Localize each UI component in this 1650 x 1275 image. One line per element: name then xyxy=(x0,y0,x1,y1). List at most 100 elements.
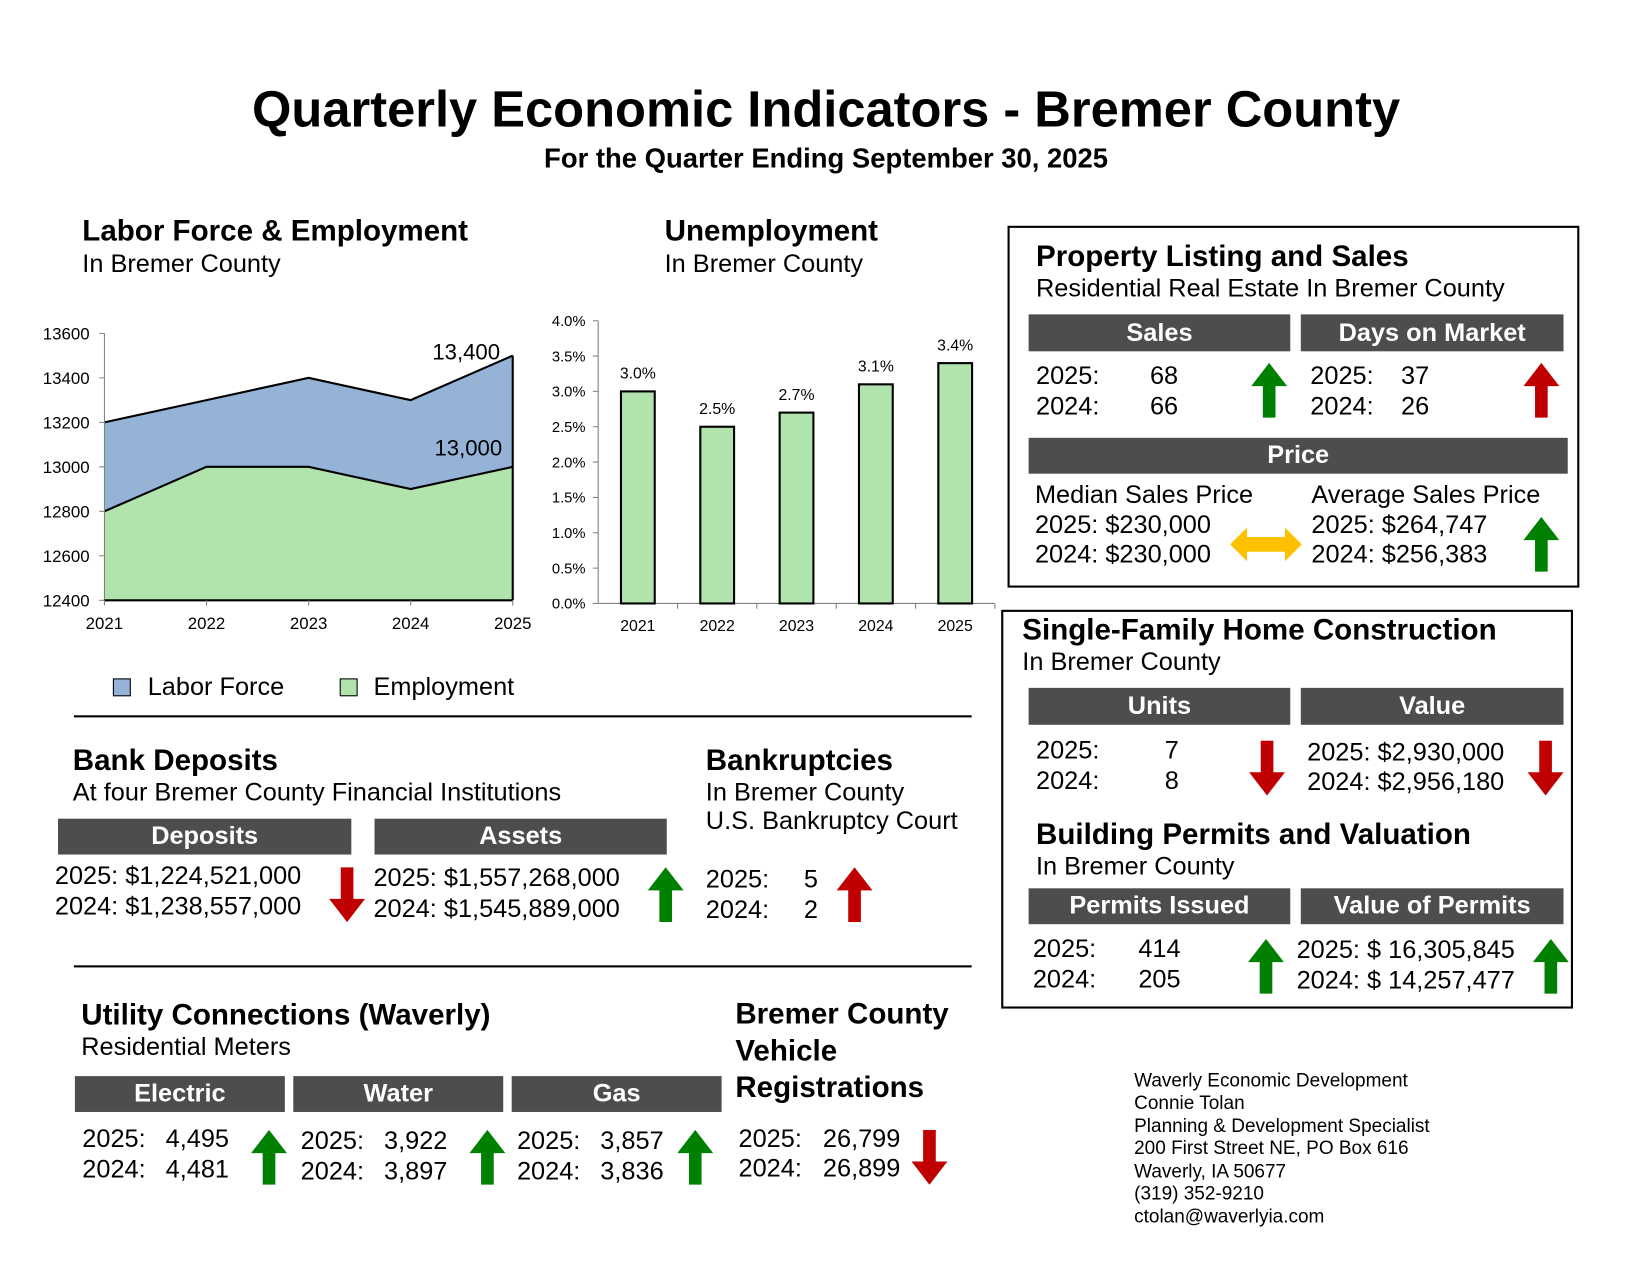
arrow-up-icon xyxy=(836,867,873,927)
utility-subtitle: Residential Meters xyxy=(81,1032,291,1062)
permits-2025: 414 xyxy=(1138,934,1181,964)
average-price-label: Average Sales Price xyxy=(1311,481,1541,510)
bar-2021 xyxy=(619,390,656,605)
y-tick-label: 4.0% xyxy=(552,314,586,330)
arrow-up-icon xyxy=(1523,362,1560,423)
arrow-up-icon xyxy=(677,1129,714,1190)
contact-org: Waverly Economic Development xyxy=(1134,1069,1408,1091)
average-price-2024: 2024: $256,383 xyxy=(1311,540,1488,569)
permit-value-2025: 2025: $ 16,305,845 xyxy=(1296,935,1515,965)
year-label: 2024: xyxy=(1032,965,1097,994)
x-tick-label: 2025 xyxy=(938,618,973,635)
sales-header: Sales xyxy=(1028,314,1291,352)
water-2025: 3,922 xyxy=(384,1126,448,1156)
bar-2024 xyxy=(857,383,894,605)
assets-2024: 2024: $1,545,889,000 xyxy=(373,894,620,924)
bankruptcies-court: U.S. Bankruptcy Court xyxy=(705,807,958,836)
x-tick-label: 2023 xyxy=(290,614,328,633)
property-title: Property Listing and Sales xyxy=(1036,239,1409,273)
year-label: 2025: xyxy=(1036,736,1100,765)
arrow-down-icon xyxy=(911,1129,948,1190)
arrow-down-icon xyxy=(1527,740,1564,801)
year-label: 2024: xyxy=(82,1155,146,1184)
vehicle-2025: 26,799 xyxy=(822,1124,901,1154)
bank-subtitle: At four Bremer County Financial Institut… xyxy=(72,778,562,808)
unemployment-subtitle: In Bremer County xyxy=(664,250,864,279)
vehicle-title: Vehicle xyxy=(735,1033,838,1067)
sales-2024: 66 xyxy=(1149,392,1179,421)
vehicle-title: Bremer County xyxy=(735,996,949,1030)
year-label: 2025: xyxy=(705,865,770,894)
year-label: 2024: xyxy=(1036,392,1100,421)
labor-area-chart: 12400 12600 12800 13000 13200 13400 13600 2021 2… xyxy=(43,325,532,633)
legend-labor-force: Labor Force xyxy=(147,673,285,702)
value-header: Value xyxy=(1300,687,1564,725)
bar-2022 xyxy=(699,425,736,605)
contact-email[interactable]: ctolan@waverlyia.com xyxy=(1134,1205,1325,1227)
bankruptcies-2024: 2 xyxy=(803,895,819,925)
permits-title: Building Permits and Valuation xyxy=(1036,817,1471,851)
x-tick-label: 2021 xyxy=(86,614,124,633)
labor-title: Labor Force & Employment xyxy=(82,214,469,247)
y-tick-label: 0.0% xyxy=(552,597,586,613)
days-2024: 26 xyxy=(1401,392,1430,421)
year-label: 2025: xyxy=(738,1124,802,1154)
area-employment xyxy=(104,466,513,601)
days-2025: 37 xyxy=(1401,361,1430,391)
y-tick-label: 13600 xyxy=(43,325,90,344)
median-price-2025: 2025: $230,000 xyxy=(1034,510,1211,540)
contact-address: 200 First Street NE, PO Box 616 xyxy=(1134,1137,1409,1159)
y-tick-label: 12800 xyxy=(43,503,90,522)
gas-header: Gas xyxy=(511,1076,722,1112)
arrow-up-icon xyxy=(1248,938,1284,999)
data-label: 3.4% xyxy=(937,337,973,354)
legend-swatch-employment xyxy=(339,678,358,697)
median-price-2024: 2024: $230,000 xyxy=(1034,540,1211,569)
units-2024: 8 xyxy=(1164,766,1179,796)
arrow-up-icon xyxy=(1523,516,1560,577)
price-header: Price xyxy=(1028,437,1568,474)
y-tick-label: 12600 xyxy=(43,547,90,566)
labor-subtitle: In Bremer County xyxy=(82,250,281,279)
page-title: Quarterly Economic Indicators - Bremer C… xyxy=(252,82,1401,139)
y-tick-label: 1.0% xyxy=(552,526,586,542)
water-2024: 3,897 xyxy=(384,1157,448,1186)
year-label: 2025: xyxy=(1032,934,1097,964)
y-tick-label: 1.5% xyxy=(552,491,586,507)
deposits-2025: 2025: $1,224,521,000 xyxy=(54,861,302,891)
bankruptcies-title: Bankruptcies xyxy=(705,743,893,777)
construction-subtitle: In Bremer County xyxy=(1022,647,1221,677)
year-label: 2024: xyxy=(705,895,770,925)
contact-phone[interactable]: (319) 352-9210 xyxy=(1134,1182,1264,1204)
deposits-2024: 2024: $1,238,557,000 xyxy=(54,892,302,922)
double-arrow-icon xyxy=(1230,527,1302,562)
data-label: 2.7% xyxy=(779,387,815,404)
line-employment xyxy=(104,465,513,513)
property-panel xyxy=(1007,225,1580,588)
arrow-up-icon xyxy=(1532,938,1569,999)
year-label: 2024: xyxy=(516,1157,581,1186)
year-label: 2025: xyxy=(300,1126,365,1156)
x-tick-label: 2024 xyxy=(392,614,430,633)
arrow-up-icon xyxy=(1251,362,1288,423)
electric-2024: 4,481 xyxy=(165,1155,230,1184)
data-label: 3.1% xyxy=(858,359,894,376)
bar-2025 xyxy=(937,362,974,605)
x-tick-label: 2024 xyxy=(858,618,893,635)
legend-employment: Employment xyxy=(373,673,515,702)
median-price-label: Median Sales Price xyxy=(1034,481,1254,510)
annotation-employment: 13,000 xyxy=(434,436,502,461)
property-subtitle: Residential Real Estate In Bremer County xyxy=(1036,274,1505,303)
water-header: Water xyxy=(293,1076,504,1112)
year-label: 2024: xyxy=(1310,392,1374,421)
value-2025: 2025: $2,930,000 xyxy=(1307,738,1505,767)
year-label: 2024: xyxy=(300,1157,365,1186)
contact-name: Connie Tolan xyxy=(1134,1091,1245,1114)
year-label: 2025: xyxy=(516,1126,581,1156)
vehicle-title: Registrations xyxy=(735,1070,925,1104)
line-labor-force xyxy=(104,354,514,424)
arrow-up-icon xyxy=(469,1129,506,1190)
y-tick-label: 13000 xyxy=(43,458,90,477)
deposits-header: Deposits xyxy=(58,818,352,855)
utility-title: Utility Connections (Waverly) xyxy=(81,998,491,1031)
